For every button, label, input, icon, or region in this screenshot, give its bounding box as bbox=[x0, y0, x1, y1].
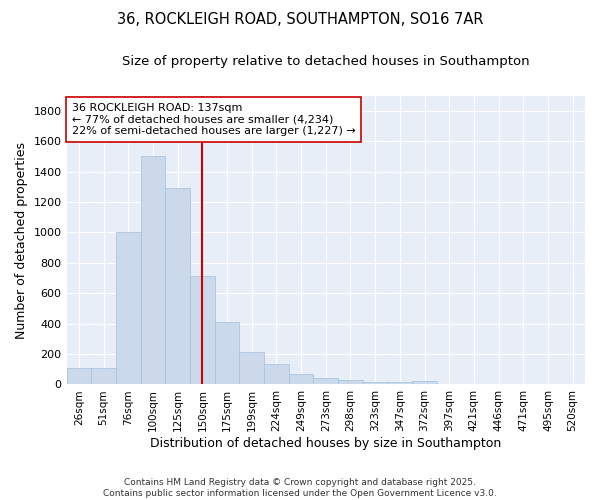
Text: Contains HM Land Registry data © Crown copyright and database right 2025.
Contai: Contains HM Land Registry data © Crown c… bbox=[103, 478, 497, 498]
Bar bbox=[91, 368, 116, 384]
Y-axis label: Number of detached properties: Number of detached properties bbox=[15, 142, 28, 338]
Bar bbox=[165, 188, 190, 384]
Bar bbox=[388, 382, 412, 384]
Bar bbox=[67, 368, 91, 384]
Title: Size of property relative to detached houses in Southampton: Size of property relative to detached ho… bbox=[122, 55, 530, 68]
Text: 36 ROCKLEIGH ROAD: 137sqm
← 77% of detached houses are smaller (4,234)
22% of se: 36 ROCKLEIGH ROAD: 137sqm ← 77% of detac… bbox=[72, 103, 355, 136]
Bar bbox=[289, 374, 313, 384]
Bar bbox=[116, 232, 140, 384]
Bar bbox=[140, 156, 165, 384]
X-axis label: Distribution of detached houses by size in Southampton: Distribution of detached houses by size … bbox=[150, 437, 502, 450]
Bar bbox=[338, 380, 363, 384]
Bar bbox=[215, 322, 239, 384]
Bar bbox=[239, 352, 264, 384]
Bar bbox=[264, 364, 289, 384]
Text: 36, ROCKLEIGH ROAD, SOUTHAMPTON, SO16 7AR: 36, ROCKLEIGH ROAD, SOUTHAMPTON, SO16 7A… bbox=[117, 12, 483, 28]
Bar bbox=[363, 382, 388, 384]
Bar bbox=[412, 382, 437, 384]
Bar bbox=[190, 276, 215, 384]
Bar bbox=[313, 378, 338, 384]
